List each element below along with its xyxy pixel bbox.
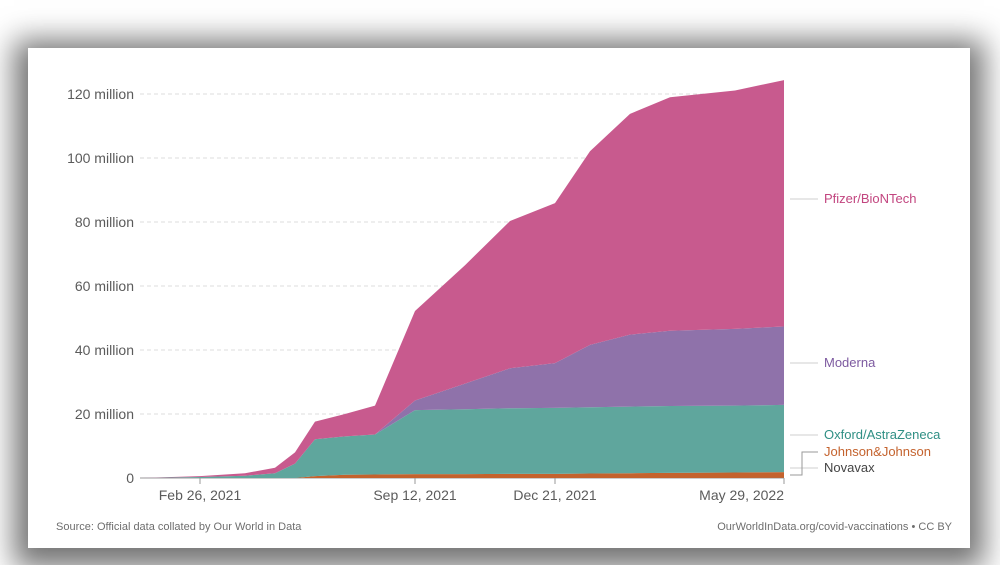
area-moderna xyxy=(140,326,784,478)
y-tick-label: 60 million xyxy=(75,278,134,294)
source-note: Source: Official data collated by Our Wo… xyxy=(56,521,302,533)
legend-label-moderna: Moderna xyxy=(824,355,876,370)
x-tick-label: Dec 21, 2021 xyxy=(513,487,596,503)
legend-label-pfizer-biontech: Pfizer/BioNTech xyxy=(824,191,916,206)
x-tick-label: Sep 12, 2021 xyxy=(373,487,457,503)
y-axis-ticks: 0 20 million 40 million 60 million 80 millio… xyxy=(67,86,134,486)
area-pfizer-biontech xyxy=(140,80,784,478)
area-oxford-astrazeneca xyxy=(140,404,784,478)
x-tick-label: Feb 26, 2021 xyxy=(159,487,242,503)
y-tick-label: 20 million xyxy=(75,406,134,422)
x-tick-label: May 29, 2022 xyxy=(699,487,784,503)
credit-link[interactable]: OurWorldInData.org/covid-vaccinations • … xyxy=(717,521,952,533)
y-tick-label: 80 million xyxy=(75,214,134,230)
area-johnson-johnson xyxy=(140,472,784,478)
legend-connector-johnson-johnson xyxy=(790,451,818,476)
y-tick-label: 40 million xyxy=(75,342,134,358)
series-areas xyxy=(140,80,784,478)
legend-label-johnson-johnson: Johnson&Johnson xyxy=(824,444,931,459)
legend-label-oxford-astrazeneca: Oxford/AstraZeneca xyxy=(824,427,941,442)
x-axis-ticks: Feb 26, 2021 Sep 12, 2021 Dec 21, 2021 May … xyxy=(159,478,785,503)
y-tick-label: 120 million xyxy=(67,86,134,102)
y-tick-label: 0 xyxy=(126,470,134,486)
y-tick-label: 100 million xyxy=(67,150,134,166)
legend-label-novavax: Novavax xyxy=(824,460,875,475)
